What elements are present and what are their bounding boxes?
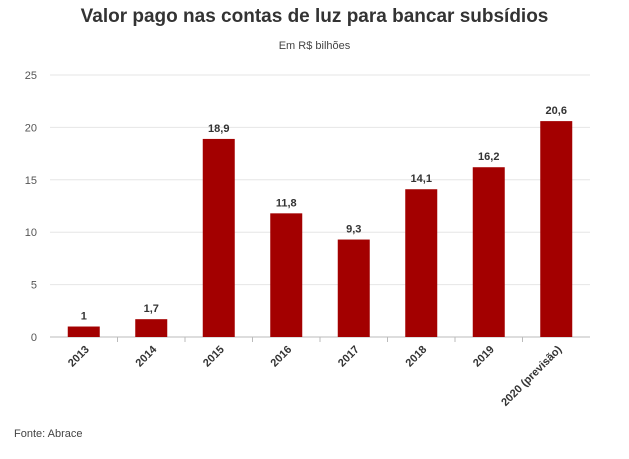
x-tick-label: 2018 — [404, 344, 430, 370]
y-tick-label: 15 — [25, 175, 37, 187]
bar — [405, 189, 438, 337]
y-tick-label: 25 — [25, 70, 37, 82]
y-tick-label: 10 — [25, 227, 37, 239]
value-label: 14,1 — [411, 173, 432, 185]
bars — [67, 121, 573, 337]
x-tick-label: 2015 — [201, 344, 227, 370]
value-label: 11,8 — [276, 197, 297, 209]
y-tick-label: 0 — [31, 332, 37, 344]
value-label: 20,6 — [546, 105, 567, 117]
chart-subtitle: Em R$ bilhões — [278, 40, 351, 52]
bar — [540, 121, 573, 337]
y-tick-label: 20 — [25, 122, 37, 134]
value-label: 1,7 — [144, 303, 159, 315]
x-tick-label: 2017 — [336, 344, 362, 370]
value-label: 9,3 — [346, 224, 361, 236]
gridlines — [50, 74, 590, 338]
y-tick-labels: 0 5 10 15 20 25 — [25, 70, 37, 344]
bar — [67, 326, 100, 337]
bar — [270, 213, 303, 337]
x-tick-label: 2020 (previsão) — [499, 343, 564, 408]
x-tick-label: 2019 — [471, 344, 497, 370]
bar — [135, 319, 168, 337]
bar — [202, 138, 235, 337]
x-tick-labels: 2013 2014 2015 2016 2017 2018 2019 2020 (previs… — [66, 337, 565, 409]
bar — [472, 167, 505, 337]
x-tick-label: 2014 — [134, 343, 160, 369]
value-label: 1 — [81, 311, 87, 323]
value-label: 16,2 — [478, 151, 499, 163]
value-label: 18,9 — [208, 123, 229, 135]
y-tick-label: 5 — [31, 280, 37, 292]
chart-title: Valor pago nas contas de luz para bancar… — [80, 6, 549, 27]
value-labels: 1 1,7 18,9 11,8 9,3 14,1 16,2 20,6 — [81, 105, 567, 322]
x-tick-label: 2013 — [66, 344, 92, 370]
x-tick-label: 2016 — [269, 344, 295, 370]
bar — [337, 239, 370, 337]
source-note: Fonte: Abrace — [14, 428, 83, 440]
